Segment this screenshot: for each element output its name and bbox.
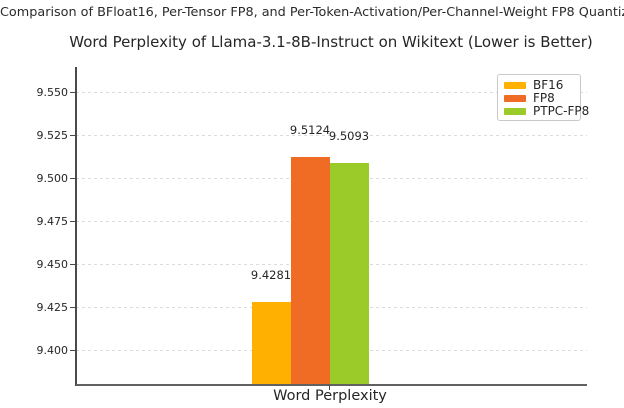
legend: BF16 FP8 PTPC-FP8: [497, 74, 589, 121]
x-axis-spine: [76, 384, 587, 386]
y-tick-mark: [70, 264, 75, 266]
y-tick-mark: [70, 221, 75, 223]
gridline: [76, 92, 587, 94]
bar-value-label-fp8: 9.5124: [289, 123, 331, 138]
chart-title: Word Perplexity of Llama-3.1-8B-Instruct…: [69, 33, 593, 51]
y-tick-label: 9.500: [36, 171, 69, 185]
bar-bf16: [251, 302, 291, 385]
bar-ptpc-fp8: [329, 162, 369, 385]
legend-item-ptpc-fp8: PTPC-FP8: [504, 105, 589, 117]
figure-subtitle: Comparison of BFloat16, Per-Tensor FP8, …: [0, 5, 624, 20]
bar-value-label-bf16: 9.4281: [250, 268, 292, 283]
y-tick-mark: [70, 135, 75, 137]
y-tick-label: 9.400: [36, 343, 69, 357]
plot-area: 9.4281 9.5124 9.5093: [76, 67, 587, 385]
y-tick-mark: [70, 350, 75, 352]
legend-swatch-icon: [504, 107, 526, 115]
gridline: [76, 135, 587, 137]
legend-label: FP8: [533, 91, 555, 105]
bar-fp8: [290, 157, 330, 385]
y-tick-mark: [70, 178, 75, 180]
x-tick-mark: [329, 385, 331, 390]
legend-swatch-icon: [504, 81, 526, 89]
legend-item-fp8: FP8: [504, 92, 574, 104]
y-tick-label: 9.450: [36, 257, 69, 271]
y-tick-label: 9.550: [36, 85, 69, 99]
bar-value-label-ptpc-fp8: 9.5093: [328, 128, 370, 143]
legend-swatch-icon: [504, 94, 526, 102]
x-axis-label: Word Perplexity: [273, 388, 387, 404]
y-tick-label: 9.525: [36, 128, 69, 142]
legend-label: BF16: [533, 78, 564, 92]
y-tick-mark: [70, 307, 75, 309]
legend-item-bf16: BF16: [504, 79, 574, 91]
y-tick-label: 9.425: [36, 300, 69, 314]
y-axis-spine: [75, 67, 77, 386]
y-tick-mark: [70, 92, 75, 94]
legend-label: PTPC-FP8: [533, 104, 590, 118]
y-tick-label: 9.475: [36, 214, 69, 228]
